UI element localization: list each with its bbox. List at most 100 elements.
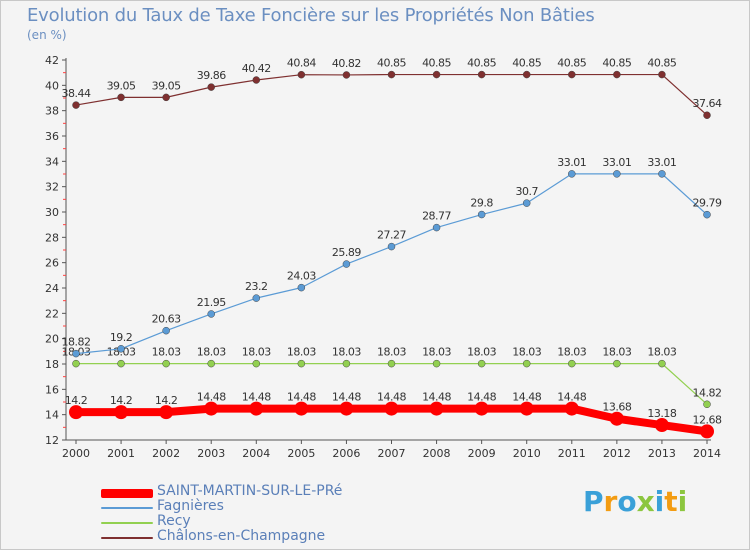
data-point	[613, 70, 621, 79]
y-tick-label: 34	[45, 155, 59, 168]
series-line	[75, 173, 708, 355]
data-point	[703, 210, 711, 219]
data-point	[474, 401, 489, 416]
data-point	[252, 359, 261, 368]
data-point	[432, 70, 441, 79]
data-label: 19.2	[110, 331, 133, 344]
data-label: 40.85	[512, 57, 541, 70]
legend-label: Châlons-en-Champagne	[157, 528, 326, 544]
legend-item-chalons: Châlons-en-Champagne	[101, 528, 421, 545]
y-tick-label: 40	[45, 79, 59, 92]
data-point	[564, 401, 579, 416]
legend-label: Recy	[157, 513, 191, 529]
y-tick-label: 28	[45, 231, 59, 244]
data-label: 18.03	[287, 346, 316, 359]
logo-letter: o	[617, 485, 637, 518]
data-point	[252, 294, 261, 302]
data-label: 39.05	[107, 79, 136, 92]
y-tick-label: 18	[45, 358, 59, 371]
data-point	[117, 345, 125, 353]
legend-swatch	[101, 507, 153, 509]
data-label: 14.2	[65, 394, 88, 407]
proxiti-logo: Proxiti	[583, 485, 687, 518]
data-label: 18.03	[512, 346, 541, 359]
logo-letter: P	[583, 485, 604, 518]
data-label: 29.79	[693, 197, 722, 210]
data-point	[297, 283, 306, 292]
y-tick-label: 14	[45, 409, 59, 422]
x-tick-label: 2000	[62, 447, 90, 460]
data-label: 18.03	[647, 346, 676, 359]
data-point	[297, 359, 306, 368]
data-point	[429, 401, 444, 416]
y-tick-label: 20	[45, 333, 59, 346]
data-point	[522, 199, 531, 207]
data-label: 18.03	[332, 346, 361, 359]
data-point	[477, 70, 486, 79]
data-point	[613, 170, 621, 178]
data-point	[207, 359, 215, 368]
x-tick-label: 2009	[468, 447, 496, 460]
legend-label: Fagnières	[157, 498, 224, 514]
logo-letter: i	[677, 485, 688, 518]
data-point	[387, 70, 396, 79]
data-label: 23.2	[245, 280, 268, 293]
data-point	[432, 359, 441, 368]
data-point	[342, 260, 351, 268]
data-point	[162, 359, 170, 368]
data-point	[204, 401, 219, 416]
data-point	[519, 401, 534, 416]
data-label: 14.48	[242, 391, 271, 404]
data-point	[568, 170, 576, 178]
data-label: 38.44	[62, 87, 91, 100]
data-point	[654, 418, 669, 433]
data-label: 20.63	[152, 313, 181, 326]
data-label: 33.01	[557, 156, 586, 169]
data-label: 33.01	[602, 156, 631, 169]
x-tick-label: 2001	[107, 447, 135, 460]
data-label: 39.05	[152, 79, 181, 92]
data-label: 27.27	[377, 229, 406, 242]
data-label: 14.48	[467, 391, 496, 404]
y-tick-label: 22	[45, 307, 59, 320]
data-label: 18.82	[62, 336, 91, 349]
data-label: 40.85	[377, 57, 406, 70]
data-label: 28.77	[422, 210, 451, 223]
data-point	[613, 359, 621, 368]
data-label: 14.2	[155, 394, 178, 407]
x-tick-label: 2008	[423, 447, 451, 460]
data-point	[658, 359, 666, 368]
x-tick-label: 2004	[242, 447, 270, 460]
y-tick-label: 38	[45, 105, 59, 118]
data-label: 40.85	[602, 57, 631, 70]
data-label: 14.48	[197, 391, 226, 404]
data-label: 40.82	[332, 57, 361, 70]
x-tick-label: 2010	[513, 447, 541, 460]
legend-swatch	[101, 522, 153, 524]
data-point	[568, 70, 576, 79]
data-point	[387, 242, 396, 251]
legend: SAINT-MARTIN-SUR-LE-PRé Fagnières Recy C…	[101, 483, 421, 545]
chart-subtitle: (en %)	[27, 28, 67, 42]
chart-title: Evolution du Taux de Taxe Foncière sur l…	[27, 5, 595, 26]
data-label: 24.03	[287, 270, 316, 283]
data-point	[522, 359, 531, 368]
x-tick-label: 2014	[693, 447, 721, 460]
y-tick-label: 12	[45, 434, 59, 447]
data-label: 18.03	[152, 346, 181, 359]
logo-letter: x	[636, 485, 655, 518]
data-label: 29.8	[470, 197, 493, 210]
y-tick-label: 32	[45, 181, 59, 194]
data-label: 18.03	[242, 346, 271, 359]
data-label: 14.48	[422, 391, 451, 404]
data-point	[384, 401, 399, 416]
data-point	[700, 424, 714, 439]
data-label: 25.89	[332, 246, 361, 259]
x-tick-label: 2005	[287, 447, 315, 460]
data-point	[69, 405, 83, 420]
data-label: 14.48	[287, 391, 316, 404]
data-label: 14.48	[377, 391, 406, 404]
data-point	[522, 70, 531, 79]
